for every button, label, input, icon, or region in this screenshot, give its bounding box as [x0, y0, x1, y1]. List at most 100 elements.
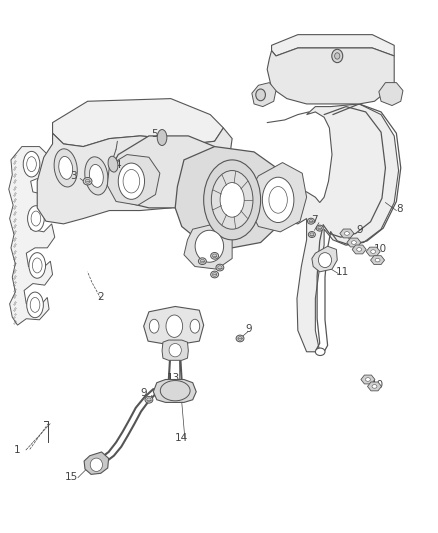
Polygon shape: [249, 163, 307, 232]
Ellipse shape: [157, 130, 167, 146]
Ellipse shape: [211, 171, 253, 229]
Ellipse shape: [218, 266, 222, 269]
Text: 13: 13: [166, 374, 180, 383]
Polygon shape: [280, 104, 399, 352]
Polygon shape: [371, 256, 385, 264]
Polygon shape: [175, 147, 289, 248]
Ellipse shape: [31, 211, 41, 226]
Ellipse shape: [211, 253, 219, 259]
Ellipse shape: [30, 297, 40, 312]
Ellipse shape: [309, 220, 313, 223]
Polygon shape: [37, 128, 232, 224]
Polygon shape: [84, 452, 109, 474]
Ellipse shape: [83, 177, 92, 185]
Ellipse shape: [159, 157, 173, 179]
Ellipse shape: [211, 271, 219, 278]
Text: 12: 12: [175, 346, 188, 356]
Ellipse shape: [32, 258, 42, 273]
Ellipse shape: [269, 187, 287, 213]
Ellipse shape: [154, 149, 177, 187]
Ellipse shape: [357, 248, 362, 251]
Ellipse shape: [310, 233, 314, 236]
Text: 10: 10: [374, 245, 387, 254]
Ellipse shape: [316, 225, 323, 231]
Ellipse shape: [315, 348, 325, 356]
Ellipse shape: [212, 254, 217, 257]
Text: 1: 1: [13, 446, 20, 455]
Ellipse shape: [351, 241, 357, 244]
Ellipse shape: [145, 397, 153, 403]
Ellipse shape: [344, 232, 350, 235]
Text: 14: 14: [175, 433, 188, 443]
Ellipse shape: [29, 253, 46, 278]
Polygon shape: [352, 245, 366, 254]
Ellipse shape: [59, 157, 73, 179]
Ellipse shape: [149, 319, 159, 333]
Text: 15: 15: [64, 472, 78, 482]
Text: 7: 7: [328, 47, 336, 57]
Text: 6: 6: [267, 64, 274, 74]
Ellipse shape: [147, 398, 151, 401]
Text: 9: 9: [245, 325, 252, 334]
Ellipse shape: [372, 385, 377, 388]
Ellipse shape: [123, 169, 140, 193]
Text: 10: 10: [371, 380, 384, 390]
Text: 9: 9: [357, 225, 364, 235]
Polygon shape: [107, 155, 160, 205]
Ellipse shape: [365, 378, 371, 381]
Polygon shape: [184, 224, 232, 269]
Ellipse shape: [90, 458, 102, 471]
Ellipse shape: [371, 250, 376, 253]
Ellipse shape: [54, 149, 77, 187]
Ellipse shape: [375, 259, 380, 262]
Polygon shape: [379, 83, 403, 106]
Ellipse shape: [220, 182, 244, 217]
Polygon shape: [347, 238, 361, 247]
Ellipse shape: [262, 177, 294, 223]
Ellipse shape: [318, 253, 332, 268]
Polygon shape: [340, 229, 354, 238]
Ellipse shape: [89, 165, 103, 187]
Text: 7: 7: [311, 215, 318, 224]
Ellipse shape: [27, 292, 43, 318]
Ellipse shape: [212, 273, 217, 276]
Ellipse shape: [85, 157, 108, 195]
Ellipse shape: [307, 218, 314, 224]
Text: 5: 5: [151, 130, 158, 139]
Ellipse shape: [204, 160, 261, 240]
Ellipse shape: [308, 231, 315, 238]
Ellipse shape: [120, 154, 143, 192]
Text: 8: 8: [396, 205, 403, 214]
Ellipse shape: [236, 335, 244, 342]
Ellipse shape: [238, 337, 242, 340]
Polygon shape: [144, 306, 204, 345]
Ellipse shape: [166, 315, 183, 337]
Polygon shape: [361, 375, 375, 384]
Polygon shape: [110, 136, 221, 208]
Ellipse shape: [335, 53, 340, 59]
Ellipse shape: [332, 49, 343, 63]
Ellipse shape: [198, 258, 206, 264]
Polygon shape: [9, 147, 55, 325]
Ellipse shape: [190, 319, 200, 333]
Ellipse shape: [169, 344, 181, 357]
Polygon shape: [367, 382, 381, 391]
Ellipse shape: [216, 264, 224, 271]
Polygon shape: [162, 340, 188, 360]
Text: 11: 11: [336, 267, 349, 277]
Ellipse shape: [85, 179, 90, 183]
Polygon shape: [272, 35, 394, 56]
Polygon shape: [252, 83, 276, 107]
Text: 4: 4: [114, 160, 121, 170]
Ellipse shape: [28, 206, 44, 231]
Ellipse shape: [23, 151, 40, 177]
Polygon shape: [267, 48, 394, 104]
Text: 3: 3: [70, 171, 77, 181]
Ellipse shape: [118, 163, 145, 199]
Polygon shape: [366, 247, 380, 256]
Ellipse shape: [27, 157, 36, 172]
Ellipse shape: [195, 230, 224, 262]
Polygon shape: [153, 379, 196, 402]
Polygon shape: [312, 246, 337, 272]
Ellipse shape: [318, 227, 321, 230]
